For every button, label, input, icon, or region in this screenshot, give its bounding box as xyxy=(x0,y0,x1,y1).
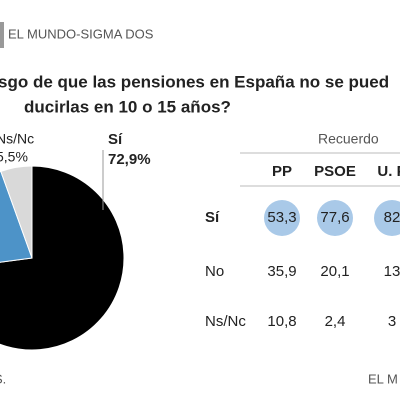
cell: 13 xyxy=(384,263,400,280)
table-header: Recuerdo xyxy=(318,131,379,147)
column-header: PP xyxy=(272,163,292,180)
title-line: ducirlas en 10 o 15 años? xyxy=(24,97,231,116)
pie-chart xyxy=(0,165,125,351)
row-label: No xyxy=(205,263,224,280)
column-header: PSOE xyxy=(314,163,356,180)
row-label: Sí xyxy=(205,209,220,226)
table: PP PSOE U. P Sí 53,3 77,6 82 No 35,9 20,1 13 Ns/Nc 1… xyxy=(205,163,400,330)
cell: 3 xyxy=(388,313,396,330)
title-line: sgo de que las pensiones en España no se… xyxy=(0,72,389,91)
pie-label: Sí xyxy=(108,131,123,148)
pie-value-label: 72,9% xyxy=(108,151,151,168)
cell: 77,6 xyxy=(320,209,349,226)
cell: 35,9 xyxy=(267,263,296,280)
row-label: Ns/Nc xyxy=(205,313,246,330)
column-header: U. P xyxy=(377,163,400,180)
cell: 53,3 xyxy=(267,209,296,226)
pie-slice xyxy=(0,165,125,351)
pie-label: Ns/Nc xyxy=(0,131,34,147)
highlight xyxy=(374,200,400,236)
pie-value-label: 5,5% xyxy=(0,149,28,165)
footer-right: EL M xyxy=(368,371,398,386)
cell: 20,1 xyxy=(320,263,349,280)
cell: 2,4 xyxy=(325,313,346,330)
cell: 10,8 xyxy=(267,313,296,330)
highlight xyxy=(264,200,300,236)
source: EL MUNDO-SIGMA DOS xyxy=(8,26,154,41)
pie-slice xyxy=(0,165,33,259)
logo-fragment xyxy=(0,22,4,48)
cell: 82 xyxy=(384,209,400,226)
highlight xyxy=(317,200,353,236)
pie-slice xyxy=(0,170,33,263)
footer-left: S. xyxy=(0,371,6,386)
